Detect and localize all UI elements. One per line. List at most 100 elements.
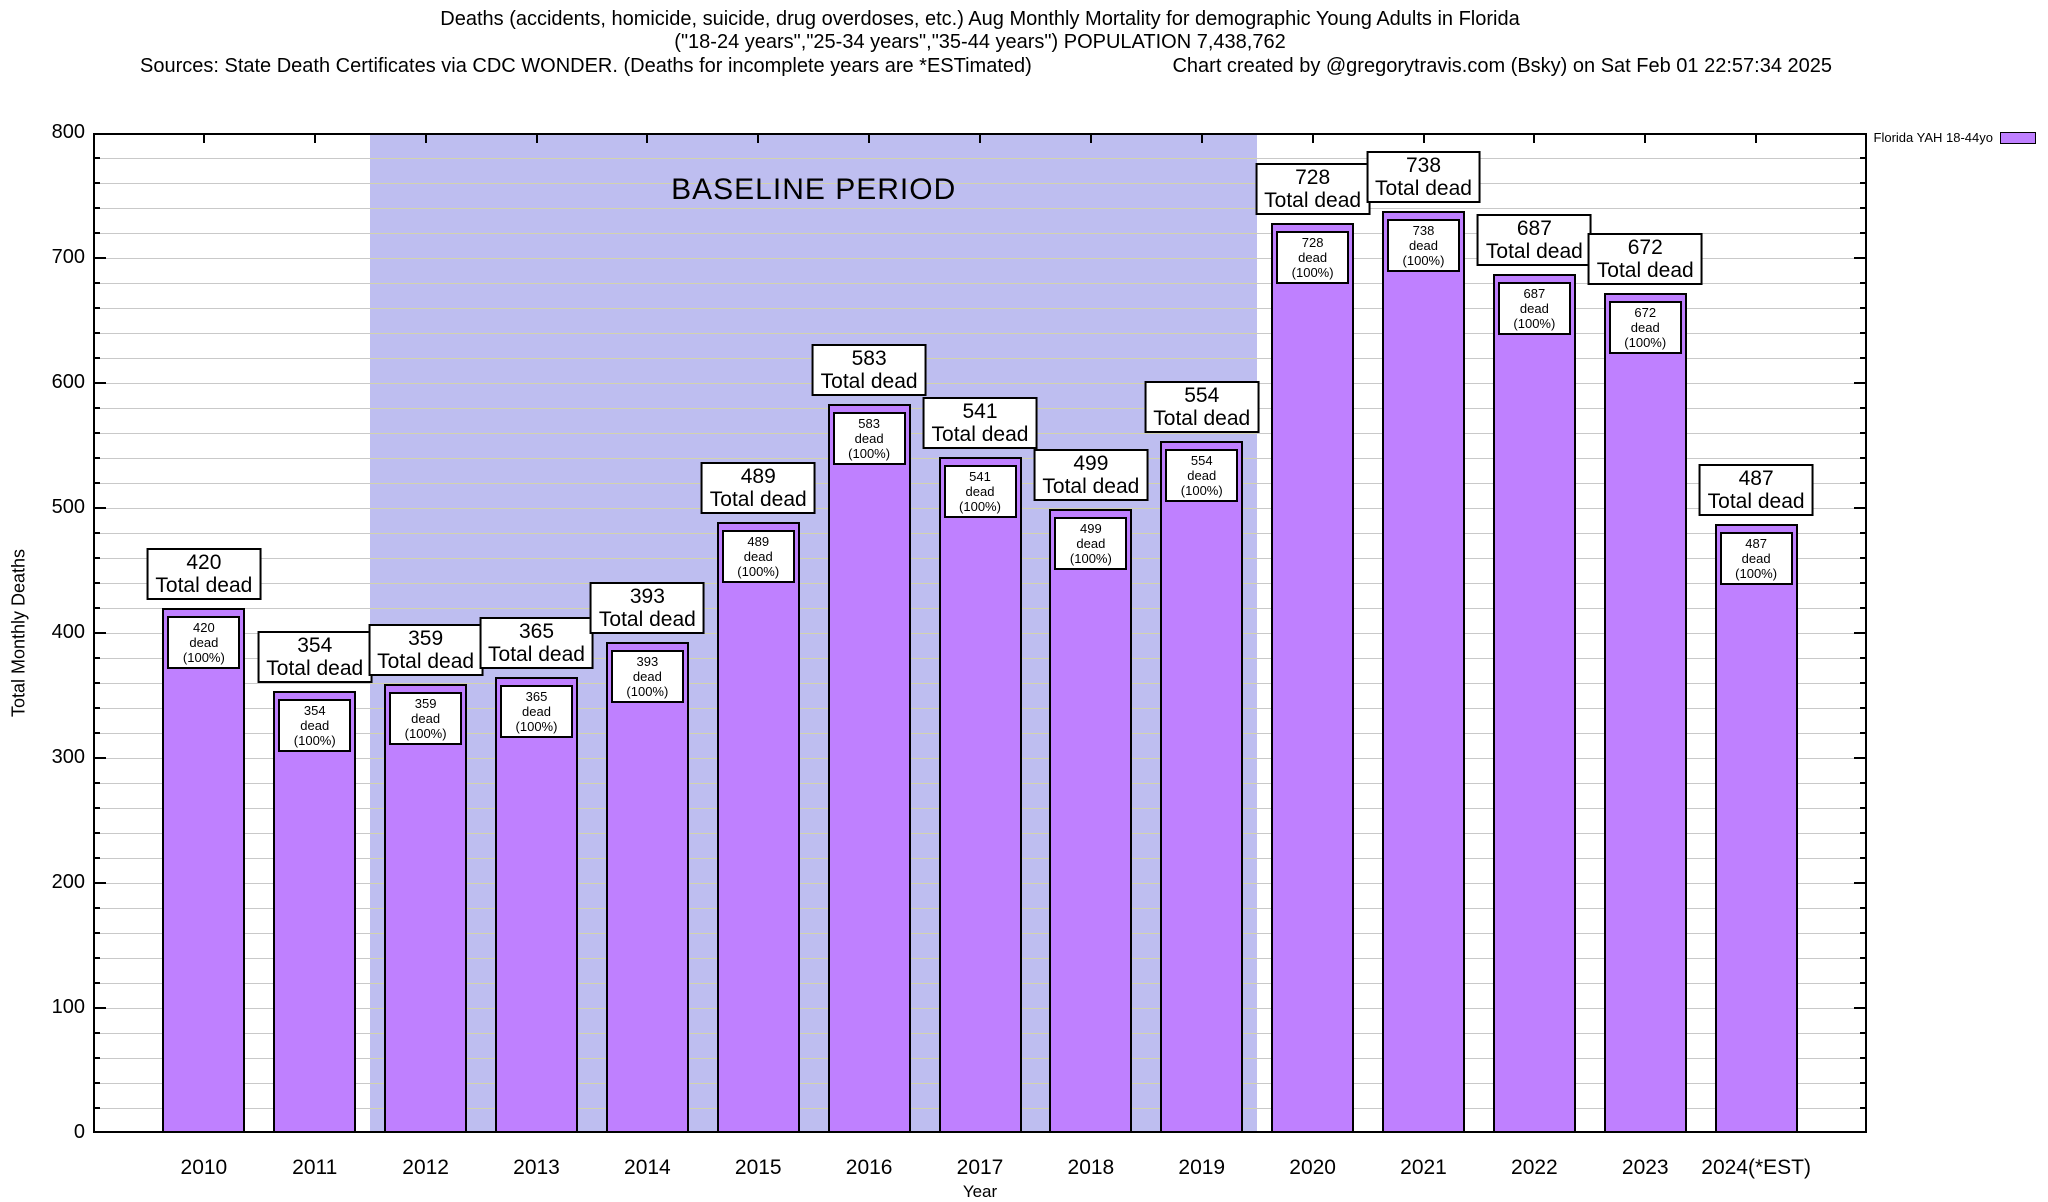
total-dead-value: 365: [518, 619, 555, 643]
x-tick-label: 2024(*EST): [1701, 1156, 1811, 1179]
y-axis-tick: [1860, 932, 1867, 934]
y-tick-label: 500: [51, 496, 85, 518]
y-axis-tick: [93, 532, 100, 534]
x-axis-tick: [1644, 133, 1647, 143]
y-axis-tick: [1860, 407, 1867, 409]
y-axis-tick: [93, 1107, 100, 1109]
gridline: [370, 782, 1258, 784]
baseline-region-label: BASELINE PERIOD: [671, 173, 957, 206]
y-axis-tick: [93, 182, 100, 184]
total-dead-label: 672 Total dead: [1587, 233, 1703, 285]
y-axis-tick: [1854, 882, 1867, 884]
chart-title-line2: ("18-24 years","25-34 years","35-44 year…: [674, 31, 1286, 53]
bar-inner-value: 487: [1745, 536, 1767, 552]
gridline: [370, 582, 1258, 584]
y-axis-tick: [93, 382, 106, 384]
total-dead-value: 687: [1516, 217, 1552, 241]
x-axis-tick: [1755, 133, 1758, 143]
bar-inner-caption: dead (100%): [404, 711, 447, 742]
bar-inner-label: 365 dead (100%): [500, 684, 573, 738]
y-axis-tick: [93, 557, 100, 559]
total-dead-caption: Total dead: [1153, 406, 1251, 430]
gridline: [370, 457, 1258, 459]
total-dead-caption: Total dead: [931, 422, 1029, 446]
credit-note: Chart created by @gregorytravis.com (Bsk…: [1172, 55, 1832, 77]
bar-inner-label: 499 dead (100%): [1054, 517, 1128, 571]
gridline: [370, 932, 1258, 934]
total-dead-caption: Total dead: [1485, 240, 1583, 264]
bar-inner-label: 687 dead (100%): [1497, 282, 1571, 336]
total-dead-value: 489: [740, 464, 776, 488]
total-dead-label: 420 Total dead: [146, 548, 262, 600]
y-axis-tick: [1860, 1107, 1867, 1109]
total-dead-caption: Total dead: [1707, 490, 1805, 514]
bar-inner-caption: dead (100%): [1513, 301, 1556, 332]
y-tick-label: 300: [51, 746, 85, 768]
y-tick-label: 700: [51, 246, 85, 268]
total-dead-label: 554 Total dead: [1144, 380, 1260, 433]
bar-inner-value: 354: [303, 702, 326, 718]
gridline: [370, 257, 1258, 259]
total-dead-caption: Total dead: [820, 370, 918, 394]
bar-inner-caption: dead (100%): [293, 717, 336, 748]
y-tick-label: 100: [51, 996, 85, 1018]
bar-inner-value: 365: [525, 688, 548, 704]
y-axis-tick: [1854, 632, 1867, 634]
total-dead-caption: Total dead: [155, 574, 253, 597]
bar-inner-label: 354 dead (100%): [278, 698, 352, 752]
plot-area: BASELINE PERIOD 420 dead (100%) 420 Total d…: [93, 133, 1867, 1133]
y-axis-tick: [1860, 282, 1867, 284]
y-axis-tick: [93, 782, 100, 784]
y-axis-tick: [1860, 607, 1867, 609]
y-axis-tick: [93, 882, 106, 884]
bar-inner-caption: dead (100%): [848, 431, 891, 462]
total-dead-label: 365 Total dead: [479, 616, 594, 669]
y-axis-tick: [93, 257, 106, 259]
bar-inner-value: 541: [969, 468, 991, 484]
bar: 354 dead (100%): [273, 690, 357, 1133]
y-axis-tick: [1854, 757, 1867, 759]
gridline: [370, 732, 1258, 734]
y-tick-label: 400: [51, 621, 85, 643]
x-tick-label: 2016: [845, 1156, 893, 1179]
x-axis-tick: [1089, 133, 1092, 143]
y-axis-tick: [93, 482, 100, 484]
bar: 365 dead (100%): [495, 676, 578, 1133]
total-dead-caption: Total dead: [377, 650, 475, 674]
bar-inner-value: 393: [636, 653, 659, 669]
y-tick-label: 0: [73, 1121, 85, 1143]
y-axis-tick: [93, 732, 100, 734]
total-dead-value: 487: [1738, 467, 1774, 491]
gridline: [370, 207, 1258, 209]
bar-inner-value: 554: [1190, 452, 1213, 468]
y-axis-tick: [93, 932, 100, 934]
y-axis-tick: [93, 657, 100, 659]
gridline: [370, 332, 1258, 334]
x-tick-label: 2022: [1511, 1156, 1558, 1179]
total-dead-label: 583 Total dead: [811, 344, 927, 397]
gridline: [370, 657, 1258, 659]
total-dead-label: 354 Total dead: [257, 630, 373, 683]
y-axis-tick: [1854, 257, 1867, 259]
bar-inner-caption: dead (100%): [1291, 250, 1334, 280]
chart-subtitle-row: Sources: State Death Certificates via CD…: [140, 55, 1832, 78]
gridline: [370, 182, 1258, 184]
bar: 420 dead (100%): [162, 608, 246, 1133]
total-dead-value: 554: [1184, 383, 1220, 407]
total-dead-label: 393 Total dead: [589, 581, 705, 634]
y-axis-tick: [93, 907, 100, 909]
bar-inner-value: 738: [1412, 222, 1435, 238]
x-tick-label: 2011: [292, 1156, 338, 1179]
total-dead-value: 728: [1295, 166, 1331, 189]
y-axis-tick: [1860, 682, 1867, 684]
bar-inner-caption: dead (100%): [1624, 320, 1667, 350]
y-axis-tick: [93, 432, 100, 434]
gridline: [370, 957, 1258, 959]
gridline: [370, 532, 1258, 534]
y-axis-tick: [93, 282, 100, 284]
x-axis-title: Year: [962, 1182, 998, 1201]
y-axis-tick: [93, 682, 100, 684]
bar-inner-value: 359: [414, 696, 437, 712]
x-axis-tick: [757, 133, 760, 143]
y-axis-tick: [93, 207, 100, 209]
